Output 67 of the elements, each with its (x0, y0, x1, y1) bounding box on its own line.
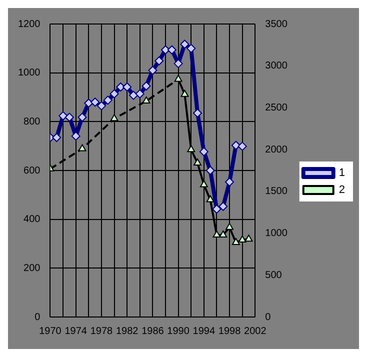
y2-tick-label: 500 (265, 270, 282, 281)
y2-tick-label: 3500 (265, 18, 288, 30)
point (231, 140, 240, 150)
y-tick-label: 800 (24, 116, 41, 128)
point (148, 66, 158, 75)
y2-tick-label: 0 (265, 312, 272, 323)
y2-tick-label: 3000 (265, 60, 288, 72)
point (218, 202, 228, 211)
point (142, 96, 150, 104)
point (212, 230, 221, 238)
point (154, 56, 164, 66)
point (219, 230, 228, 238)
point (167, 45, 176, 54)
point (110, 89, 119, 98)
y-tick-label: 0 (34, 312, 41, 323)
point (180, 40, 190, 49)
y-tick-label: 1000 (18, 68, 41, 79)
y-tick-label: 1200 (18, 18, 41, 30)
point (244, 234, 253, 242)
point (232, 238, 240, 245)
x-tick-label: 1994 (192, 326, 216, 337)
point (90, 98, 100, 107)
y2-tick-label: 1500 (265, 186, 288, 198)
x-tick-label: 1974 (64, 326, 88, 337)
point (52, 133, 62, 142)
point (174, 74, 182, 82)
point (58, 111, 68, 120)
x-tick-label: 1990 (167, 326, 190, 337)
point (64, 112, 74, 122)
point (103, 96, 112, 105)
point (194, 158, 202, 166)
y-tick-label: 400 (24, 214, 41, 226)
x-tick-label: 1978 (90, 326, 114, 337)
point (199, 147, 208, 156)
legend-label: 2 (338, 184, 346, 196)
point (187, 145, 196, 152)
y2-tick-label: 2000 (265, 144, 288, 156)
point (128, 90, 138, 100)
point (206, 166, 215, 175)
x-tick-label: 1970 (39, 326, 62, 337)
point (122, 82, 132, 92)
legend-label: 1 (338, 167, 346, 180)
y2-tick-label: 1000 (265, 228, 288, 240)
point (71, 132, 80, 141)
y-tick-label: 600 (24, 165, 41, 176)
point (238, 142, 247, 151)
point (135, 89, 144, 98)
x-tick-label: 1986 (142, 326, 164, 337)
point (180, 90, 189, 97)
point (206, 195, 214, 202)
point (193, 108, 202, 118)
x-tick-label: 2002 (244, 326, 267, 337)
point (174, 59, 183, 68)
x-tick-label: 1998 (218, 326, 242, 337)
point (200, 180, 208, 188)
point (238, 235, 246, 242)
y-tick-label: 200 (24, 262, 41, 274)
point (186, 44, 196, 53)
point (142, 82, 151, 91)
x-tick-label: 1982 (116, 326, 139, 337)
point (78, 112, 87, 122)
point (96, 101, 106, 110)
point (78, 144, 86, 152)
point (226, 222, 234, 230)
point (110, 114, 118, 122)
point (212, 204, 222, 214)
y2-tick-label: 2500 (265, 102, 288, 114)
